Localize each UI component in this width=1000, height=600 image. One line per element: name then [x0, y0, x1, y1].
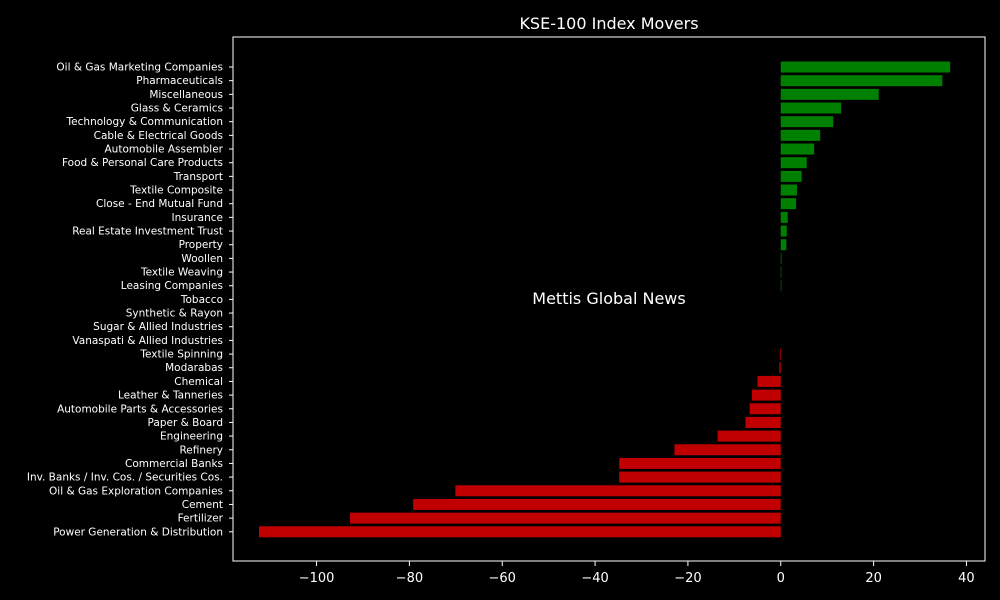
bar — [780, 75, 943, 87]
plot-frame — [232, 36, 986, 562]
category-label: Automobile Assembler — [105, 144, 224, 156]
bar — [780, 184, 797, 196]
category-label: Leather & Tanneries — [118, 390, 223, 402]
category-label: Pharmaceuticals — [136, 75, 223, 87]
category-label: Property — [179, 239, 223, 251]
category-label: Close - End Mutual Fund — [96, 198, 223, 210]
bar — [757, 375, 781, 387]
bar — [779, 362, 781, 374]
category-label: Synthetic & Rayon — [126, 308, 223, 320]
category-label: Commercial Banks — [125, 458, 223, 470]
x-tick-label: 20 — [865, 571, 882, 586]
bar — [780, 280, 782, 292]
x-tick-label: −80 — [396, 571, 423, 586]
bar — [780, 198, 797, 210]
bar — [780, 143, 815, 155]
bar — [413, 498, 781, 510]
category-label: Tobacco — [180, 294, 223, 306]
bar — [780, 157, 807, 169]
bar — [780, 88, 879, 100]
category-label: Power Generation & Distribution — [53, 526, 223, 538]
chart-title: KSE-100 Index Movers — [519, 14, 698, 33]
bar — [780, 129, 821, 141]
category-label: Vanaspati & Allied Industries — [72, 335, 223, 347]
category-label: Engineering — [160, 431, 223, 443]
category-label: Textile Spinning — [139, 349, 223, 361]
category-label: Refinery — [179, 444, 223, 456]
category-label: Glass & Ceramics — [131, 103, 223, 115]
category-label: Cement — [182, 499, 223, 511]
category-label: Technology & Communication — [66, 116, 223, 128]
category-label: Insurance — [171, 212, 223, 224]
bar — [749, 403, 781, 415]
bars — [258, 61, 951, 538]
category-label: Miscellaneous — [149, 89, 223, 101]
category-label: Oil & Gas Exploration Companies — [49, 485, 223, 497]
category-label: Transport — [173, 171, 223, 183]
category-label: Modarabas — [165, 362, 223, 374]
bar — [780, 61, 951, 73]
x-tick-label: 0 — [777, 571, 785, 586]
bar — [258, 526, 781, 538]
category-label: Woollen — [181, 253, 223, 265]
bar — [780, 116, 834, 128]
x-tick-label: −60 — [489, 571, 516, 586]
bar — [349, 512, 781, 524]
category-label: Chemical — [174, 376, 223, 388]
bar — [780, 170, 802, 182]
bar — [780, 252, 782, 264]
bar — [780, 211, 788, 223]
x-tick-label: 40 — [958, 571, 975, 586]
bar — [780, 102, 842, 114]
category-label: Paper & Board — [148, 417, 223, 429]
watermark: Mettis Global News — [532, 289, 685, 308]
category-label: Cable & Electrical Goods — [94, 130, 223, 142]
category-label: Oil & Gas Marketing Companies — [56, 62, 223, 74]
category-label: Food & Personal Care Products — [62, 157, 223, 169]
bar — [780, 239, 787, 251]
bar — [674, 444, 781, 456]
bar — [717, 430, 781, 442]
x-tick-label: −20 — [674, 571, 701, 586]
category-label: Automobile Parts & Accessories — [57, 403, 223, 415]
bar — [780, 266, 782, 278]
x-tick-label: −40 — [581, 571, 608, 586]
x-tick-label: −100 — [299, 571, 335, 586]
category-label: Textile Composite — [129, 185, 223, 197]
bar — [780, 225, 787, 237]
bar — [779, 348, 781, 360]
bar — [455, 485, 781, 497]
category-labels: Oil & Gas Marketing CompaniesPharmaceuti… — [27, 62, 233, 538]
bar — [619, 471, 781, 483]
category-label: Textile Weaving — [140, 267, 223, 279]
category-label: Inv. Banks / Inv. Cos. / Securities Cos. — [27, 472, 223, 484]
bar — [619, 457, 781, 469]
category-label: Fertilizer — [178, 513, 224, 525]
bar — [751, 389, 781, 401]
category-label: Sugar & Allied Industries — [93, 321, 223, 333]
category-label: Leasing Companies — [121, 280, 223, 292]
x-axis: −100 −80 −60 −40 −20 0 20 40 — [299, 561, 975, 586]
category-label: Real Estate Investment Trust — [72, 226, 223, 238]
bar — [745, 416, 781, 428]
